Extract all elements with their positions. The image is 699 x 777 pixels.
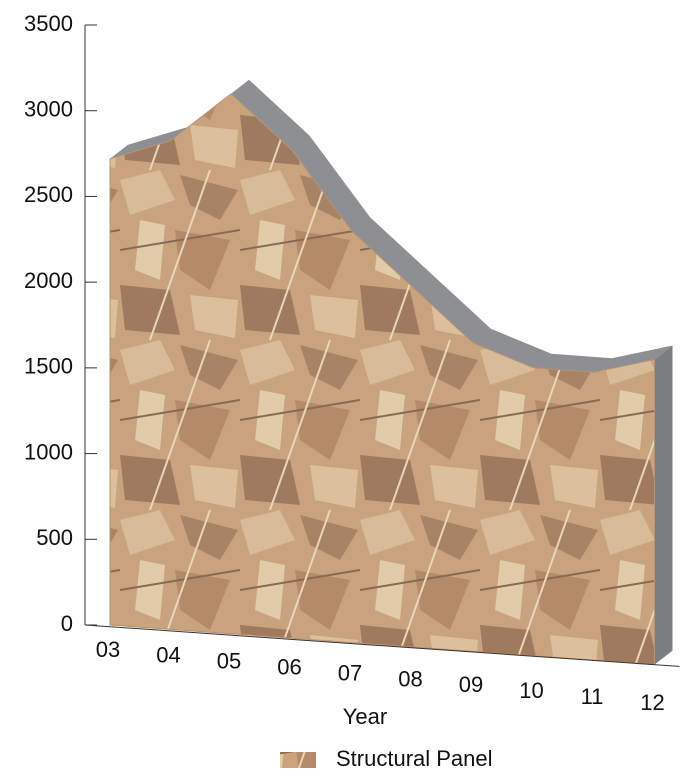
x-tick-label: 04 (156, 643, 180, 668)
x-tick-label: 10 (519, 678, 543, 703)
x-tick-label: 03 (96, 637, 120, 662)
x-tick-label: 09 (459, 672, 483, 697)
legend-label: Structural Panel (336, 746, 493, 771)
x-tick-label: 07 (338, 660, 362, 685)
x-tick-label: 08 (398, 666, 422, 691)
area-right-side (655, 345, 673, 664)
x-tick-label: 06 (277, 655, 301, 680)
y-tick-label: 2000 (24, 268, 73, 293)
x-tick-label: 05 (217, 649, 241, 674)
y-tick-label: 2500 (24, 182, 73, 207)
area (110, 94, 655, 665)
y-tick-label: 500 (36, 525, 73, 550)
y-tick-label: 1500 (24, 354, 73, 379)
y-tick-label: 0 (61, 611, 73, 636)
y-tick-label: 3500 (24, 11, 73, 36)
legend-swatch (280, 752, 316, 768)
x-tick-label: 12 (640, 690, 664, 715)
y-tick-label: 1000 (24, 439, 73, 464)
x-axis-label: Year (343, 704, 387, 729)
y-tick-label: 3000 (24, 97, 73, 122)
x-tick-label: 11 (581, 684, 604, 709)
chart: Year 0 500 1000 1500 2000 2500 3000 3500 03 04 05 0… (0, 0, 699, 772)
